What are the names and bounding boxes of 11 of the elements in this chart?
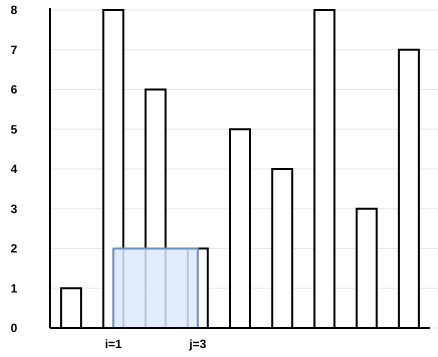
y-tick-label: 4 xyxy=(10,162,18,176)
text: j=3 xyxy=(188,337,207,351)
y-tick-label: 5 xyxy=(10,122,18,136)
y-tick-label: 1 xyxy=(10,281,18,296)
y-tick-label: 0 xyxy=(10,321,18,336)
y-tick-label: 7 xyxy=(10,42,18,57)
y-tick-label: 3 xyxy=(10,202,18,216)
text: i=1 xyxy=(104,337,122,351)
y-tick-label: 8 xyxy=(10,3,18,18)
y-tick-label: 2 xyxy=(10,242,18,256)
y-tick-label: 6 xyxy=(10,82,18,97)
